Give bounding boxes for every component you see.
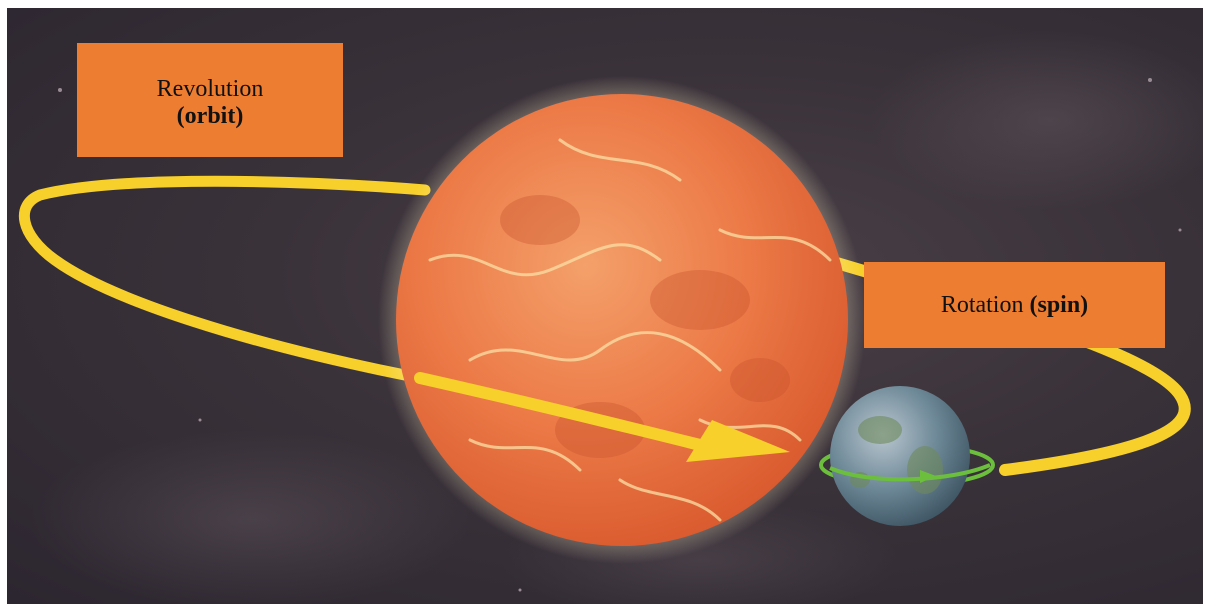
nebula-texture bbox=[30, 30, 1203, 604]
rotation-label-text: Rotation bbox=[940, 292, 1024, 318]
arrow-icon bbox=[686, 420, 790, 462]
sun bbox=[378, 76, 866, 564]
revolution-label-bold: (orbit) bbox=[176, 103, 244, 129]
revolution-label-text: Revolution bbox=[156, 76, 264, 102]
orbit-path-back bbox=[19, 175, 431, 384]
revolution-label: Revolution (orbit) bbox=[77, 43, 343, 157]
rotation-label-bold: (spin) bbox=[1029, 292, 1089, 318]
rotation-label: Rotation (spin) bbox=[864, 262, 1165, 348]
spin-ring-icon bbox=[829, 463, 991, 482]
orbit-path-front bbox=[414, 372, 706, 451]
planet bbox=[819, 386, 995, 526]
